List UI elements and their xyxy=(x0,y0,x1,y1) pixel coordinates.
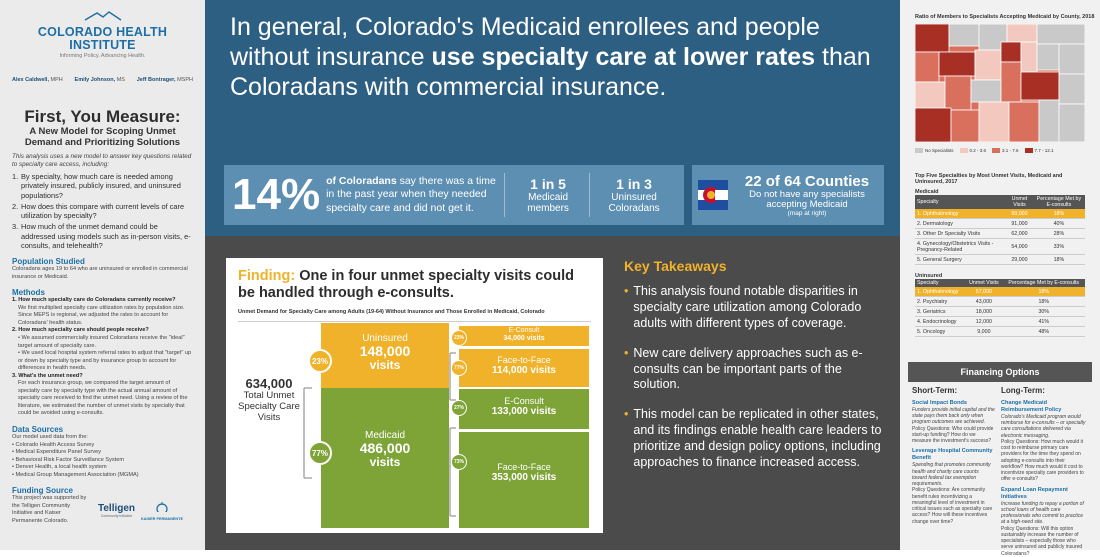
financing-heading: Financing Options xyxy=(908,362,1092,382)
logo: COLORADO HEALTH INSTITUTE Informing Poli… xyxy=(12,8,193,59)
ratio-uninsured: 1 in 3 Uninsured Coloradans xyxy=(608,176,660,214)
top5-title: Top Five Specialties by Most Unmet Visit… xyxy=(915,173,1063,185)
mountain-logo-icon xyxy=(84,11,121,21)
questions-list: 1. By specialty, how much care is needed … xyxy=(12,172,193,250)
chart-title: Unmet Demand for Specialty Care among Ad… xyxy=(238,308,545,315)
poster-subtitle: A New Model for Scoping Unmet Demand and… xyxy=(24,126,181,148)
list-item: 3. How much of the unmet demand could be … xyxy=(12,222,191,250)
table-row: 4. Endocrinology 12,000 41% xyxy=(915,316,1085,327)
u-facetoface-pct: 77% xyxy=(451,360,467,376)
table-row: 2. Dermatology 91,000 40% xyxy=(915,218,1085,229)
table-row: 2. Psychiatry 43,000 18% xyxy=(915,296,1085,307)
authors: Alex Caldwell, MPH Emily Johnson, MS Jef… xyxy=(12,77,193,83)
logo-name: COLORADO HEALTH INSTITUTE xyxy=(37,25,168,52)
population-heading: Population Studied xyxy=(12,257,85,267)
ratio-medicaid: 1 in 5 Medicaid members xyxy=(527,176,569,214)
medicaid-econsult: E-Consult 133,000 visits xyxy=(459,389,589,429)
u-econsult-pct: 23% xyxy=(451,330,467,346)
funding-text: This project was supported by the Tellig… xyxy=(12,495,87,524)
left-column: COLORADO HEALTH INSTITUTE Informing Poli… xyxy=(0,0,205,550)
map-title: Ratio of Members to Specialists Acceptin… xyxy=(915,14,1095,20)
author: Jeff Bontrager, MSPH xyxy=(136,77,193,83)
table-row: 4. Gynecology/Obstetrics Visits - Pregna… xyxy=(915,238,1085,255)
list-item: • This analysis found notable disparities… xyxy=(624,284,862,330)
key-takeaways: Key Takeaways • This analysis found notab… xyxy=(624,258,884,471)
medicaid-block: Medicaid 486,000 visits xyxy=(321,388,449,528)
counties-text: 22 of 64 Counties Do not have any specia… xyxy=(744,172,870,218)
table-row: 1. Ophthalmology 99,000 18% xyxy=(915,209,1085,219)
counties-box: 22 of 64 Counties Do not have any specia… xyxy=(692,165,884,225)
financing-options: Financing Options Short-Term: Social Imp… xyxy=(908,362,1092,557)
list-item: • This model can be replicated in other s… xyxy=(624,407,882,469)
stat-box: 14% of Coloradans say there was a time i… xyxy=(224,165,684,225)
table-row: 3. Geriatrics 18,000 30% xyxy=(915,306,1085,317)
poster-title: First, You Measure: xyxy=(24,107,181,126)
takeaways-heading: Key Takeaways xyxy=(624,258,727,274)
uninsured-facetoface: Face-to-Face 114,000 visits xyxy=(459,349,589,387)
table-row: 5. Oncology 9,000 48% xyxy=(915,326,1085,337)
hero-headline: In general, Colorado's Medicaid enrollee… xyxy=(230,13,871,101)
telligen-logo: Telligen Community Initiative xyxy=(98,502,136,518)
finding-panel: Finding: One in four unmet specialty vis… xyxy=(226,258,603,533)
table-row: 3. Other Dr Specialty Visits 62,000 28% xyxy=(915,228,1085,239)
colorado-flag-icon xyxy=(698,180,728,210)
medicaid-table: Specialty Unmet Visits Percentage Met by E… xyxy=(915,195,1085,265)
m-econsult-pct: 27% xyxy=(451,400,467,416)
stat-text: of Coloradans say there was a time in th… xyxy=(326,175,496,214)
top5-section: Top Five Specialties by Most Unmet Visit… xyxy=(915,173,1090,337)
methods-heading: Methods xyxy=(12,288,45,298)
medicaid-facetoface: Face-to-Face 353,000 visits xyxy=(459,432,589,528)
map-legend: No Specialists 0.2 - 3.6 3.1 - 7.6 7.7 -… xyxy=(915,148,1054,153)
finding-headline: Finding: One in four unmet specialty vis… xyxy=(238,268,574,302)
logo-tagline: Informing Policy. Advancing Health. xyxy=(59,53,146,59)
data-sources-list: Our model used data from the: • Colorado… xyxy=(12,434,139,478)
right-column: Ratio of Members to Specialists Acceptin… xyxy=(900,0,1100,557)
population-text: Coloradans ages 19 to 64 who are uninsur… xyxy=(12,266,188,280)
colorado-county-map xyxy=(915,24,1085,142)
author: Emily Johnson, MS xyxy=(74,77,125,83)
list-item: 1. By specialty, how much care is needed … xyxy=(12,172,181,200)
data-sources-heading: Data Sources xyxy=(12,425,64,435)
funding-heading: Funding Source xyxy=(12,486,73,496)
long-term-column: Long-Term: Change Medicaid Reimbursement… xyxy=(1001,386,1086,557)
kaiser-icon xyxy=(156,502,168,516)
connector-lines xyxy=(303,352,456,517)
intro-text: This analysis uses a new model to answer… xyxy=(12,152,192,169)
medicaid-table-heading: Medicaid xyxy=(915,189,939,195)
short-term-column: Short-Term: Social Impact Bonds Funders … xyxy=(912,386,995,525)
stat-percent: 14% xyxy=(232,170,321,219)
uninsured-table-heading: Uninsured xyxy=(915,273,943,279)
funding-row: This project was supported by the Tellig… xyxy=(12,495,193,525)
kaiser-logo: KAISER PERMANENTE xyxy=(141,499,183,521)
list-item: • New care delivery approaches such as e-… xyxy=(624,345,863,392)
table-row: 1. Ophthalmology 57,000 18% xyxy=(915,287,1085,297)
uninsured-table: Specialty Unmet Visits Percentage Met by E… xyxy=(915,279,1085,337)
uninsured-block: Uninsured 148,000 visits xyxy=(321,323,449,388)
uninsured-econsult: E-Consult 34,000 visits xyxy=(459,326,589,346)
methods-body: 1. How much specialty care do Coloradans… xyxy=(12,297,192,417)
list-item: 2. How does this compare with current lev… xyxy=(12,201,185,221)
table-row: 5. General Surgery 29,000 18% xyxy=(915,254,1085,265)
m-facetoface-pct: 73% xyxy=(451,454,467,470)
author: Alex Caldwell, MPH xyxy=(12,77,63,83)
uninsured-pct-badge: 23% xyxy=(308,349,332,373)
total-block: 634,000 Total Unmet Specialty Care Visit… xyxy=(238,376,300,423)
medicaid-pct-badge: 77% xyxy=(308,441,332,465)
